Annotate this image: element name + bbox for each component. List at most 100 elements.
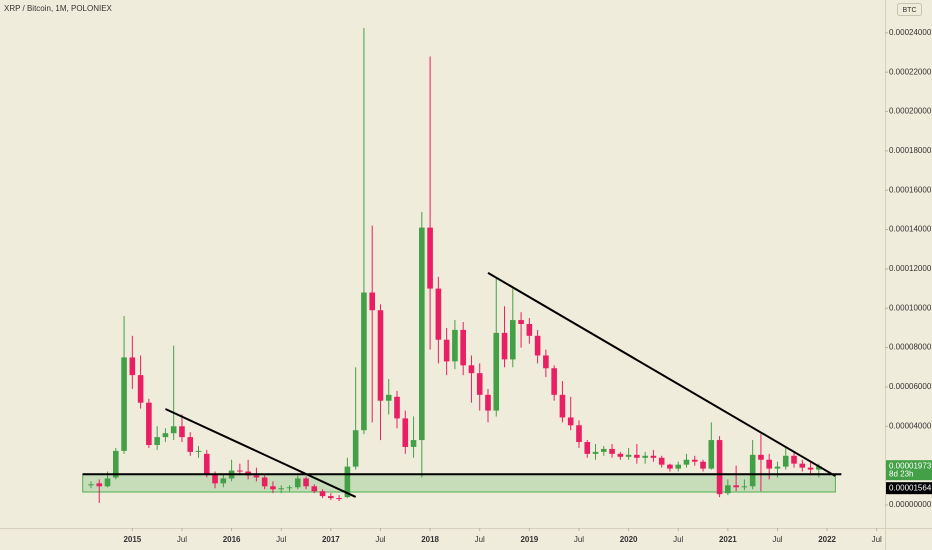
y-tick-label: 0.00020000 — [889, 107, 932, 116]
candle-body — [584, 442, 591, 454]
candle-body — [170, 426, 177, 434]
candle-body — [278, 488, 285, 490]
candle-body — [311, 486, 318, 492]
candle-body — [816, 466, 822, 470]
candle-body — [146, 402, 152, 445]
support-badge — [886, 482, 932, 495]
y-tick-label: 0.00018000 — [889, 146, 932, 155]
y-tick-label: 0.00012000 — [889, 264, 932, 273]
candle-body — [443, 339, 450, 362]
candle-body — [253, 475, 260, 478]
candle-body — [294, 478, 301, 488]
candle-body — [700, 461, 706, 469]
x-tick-label: Jul — [772, 535, 782, 544]
candle-body — [361, 292, 367, 431]
candle-body — [195, 450, 202, 452]
candle-body — [691, 459, 698, 462]
candle-body — [435, 288, 442, 340]
candle-body — [261, 477, 268, 487]
candle-body — [270, 486, 276, 490]
candle-body — [112, 450, 119, 478]
x-tick-label: 2019 — [520, 535, 538, 544]
candle-body — [749, 454, 756, 487]
candle-body — [303, 478, 309, 487]
candle-body — [162, 433, 169, 438]
support-label: 0.00001564 — [889, 483, 932, 492]
candle-body — [667, 464, 673, 469]
candle-body — [203, 453, 210, 475]
x-tick-label: 2020 — [620, 535, 638, 544]
candle-body — [410, 440, 417, 447]
candle-body — [725, 485, 731, 494]
x-tick-label: Jul — [574, 535, 584, 544]
candle-body — [708, 440, 715, 469]
candle-body — [675, 464, 682, 469]
candle-body — [394, 396, 400, 419]
x-tick-label: Jul — [673, 535, 683, 544]
candle-body — [791, 455, 797, 464]
candle-body — [452, 329, 458, 362]
candle-body — [625, 454, 632, 457]
candle-body — [220, 478, 227, 484]
candle-body — [319, 491, 326, 497]
candle-body — [237, 470, 243, 472]
y-tick-label: 0.00014000 — [889, 225, 932, 234]
x-tick-label: Jul — [276, 535, 286, 544]
candle-body — [510, 320, 516, 360]
candle-body — [485, 394, 491, 411]
candle-body — [352, 430, 359, 467]
candle-body — [286, 487, 293, 489]
candle-body — [600, 448, 607, 452]
candle-body — [402, 418, 409, 447]
candle-body — [154, 437, 160, 445]
candle-body — [807, 467, 814, 470]
candle-body — [96, 483, 103, 487]
candle-body — [476, 373, 483, 395]
candle-body — [377, 310, 384, 401]
candle-body — [576, 425, 582, 443]
x-tick-label: Jul — [177, 535, 187, 544]
candle-body — [187, 437, 194, 452]
candle-body — [634, 454, 640, 458]
candle-body — [559, 394, 566, 418]
currency-label[interactable]: BTC — [903, 7, 917, 14]
candle-body — [336, 498, 342, 500]
y-tick-label: 0.00016000 — [889, 185, 932, 194]
candle-body — [716, 440, 723, 495]
candle-body — [179, 426, 185, 438]
candle-body — [369, 292, 375, 311]
trend-line — [487, 271, 836, 477]
currency-button[interactable] — [897, 3, 922, 16]
candle-body — [385, 394, 392, 401]
last-price-badge — [886, 460, 932, 481]
y-tick-label: 0.00000000 — [889, 500, 932, 509]
candle-body — [518, 320, 524, 324]
candle-body — [501, 332, 508, 360]
x-tick-label: 2018 — [421, 535, 439, 544]
candle-body — [121, 357, 127, 451]
candle-body — [650, 455, 657, 458]
candle-body — [741, 486, 748, 488]
candle-body — [642, 455, 648, 458]
candle-body — [543, 355, 549, 369]
candle-body — [526, 324, 533, 336]
candle-body — [534, 335, 541, 356]
candle-body — [758, 454, 764, 460]
x-tick-label: Jul — [872, 535, 882, 544]
x-tick-label: Jul — [475, 535, 485, 544]
candle-body — [427, 227, 433, 289]
x-tick-label: 2015 — [123, 535, 141, 544]
candle-body — [782, 455, 789, 467]
candle-body — [460, 329, 466, 366]
candle-body — [137, 375, 144, 403]
candle-body — [344, 466, 351, 498]
y-tick-label: 0.00008000 — [889, 343, 932, 352]
candle-body — [799, 463, 806, 468]
candle-body — [468, 365, 475, 374]
last-price-label: 0.00001973 — [889, 461, 932, 470]
candle-body — [617, 453, 624, 457]
x-tick-label: 2021 — [719, 535, 737, 544]
